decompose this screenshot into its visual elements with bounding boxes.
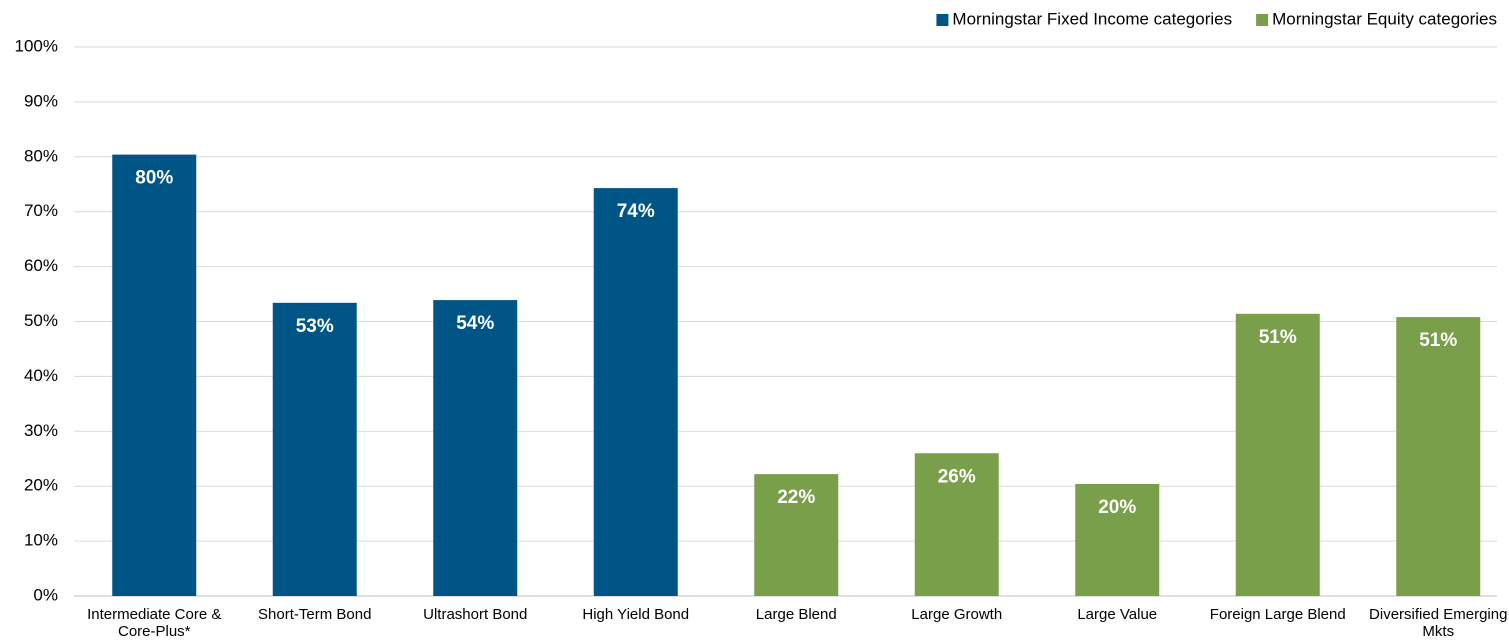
bar (272, 302, 357, 596)
x-tick-label: Large Growth (911, 606, 1003, 623)
data-label: 20% (1098, 497, 1136, 518)
legend-swatch (936, 14, 949, 26)
x-tick-label: Large Value (1077, 606, 1158, 623)
data-label: 22% (777, 487, 815, 508)
data-label: 26% (938, 466, 976, 487)
bar (1075, 484, 1160, 596)
legend-label: Morningstar Equity categories (1272, 9, 1497, 28)
bar (914, 453, 999, 596)
y-tick-label: 10% (24, 531, 58, 550)
y-tick-label: 30% (24, 421, 58, 440)
y-tick-label: 40% (24, 366, 58, 385)
y-tick-label: 80% (24, 146, 58, 165)
y-tick-label: 20% (24, 476, 58, 495)
bar (593, 188, 678, 596)
x-tick-label: Diversified Emerging Mkts (1369, 606, 1508, 640)
x-tick-label: Intermediate Core & Core-Plus* (87, 606, 222, 640)
x-tick-label: Short-Term Bond (258, 606, 372, 623)
bar (754, 474, 839, 596)
bar (433, 300, 518, 596)
data-label: 74% (617, 201, 655, 222)
y-tick-label: 50% (24, 311, 58, 330)
data-label: 80% (135, 168, 173, 189)
y-tick-label: 60% (24, 256, 58, 275)
bar (1396, 317, 1481, 596)
y-tick-label: 0% (33, 585, 58, 604)
y-tick-label: 100% (15, 36, 58, 55)
legend-swatch (1256, 14, 1269, 26)
legend-label: Morningstar Fixed Income categories (952, 9, 1232, 28)
y-tick-label: 70% (24, 201, 58, 220)
x-tick-label: Large Blend (755, 606, 837, 623)
x-tick-label: Foreign Large Blend (1209, 606, 1346, 623)
bar (112, 154, 197, 596)
y-tick-label: 90% (24, 91, 58, 110)
bar (1235, 313, 1320, 596)
x-tick-label: Ultrashort Bond (423, 606, 528, 623)
data-label: 51% (1259, 327, 1297, 348)
x-tick-label: High Yield Bond (582, 606, 690, 623)
data-label: 53% (296, 316, 334, 337)
data-label: 54% (456, 313, 494, 334)
data-label: 51% (1419, 330, 1457, 351)
